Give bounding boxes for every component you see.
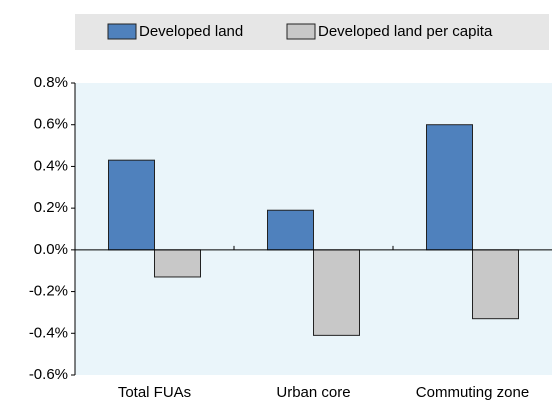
legend-swatch [286,23,316,40]
bar [108,159,155,251]
y-tick-label: 0.6% [34,116,68,133]
y-tick-label: 0.0% [34,241,68,258]
legend-swatch [107,23,137,40]
bar [472,249,519,320]
y-tick-label: -0.4% [29,324,68,341]
y-tick-label: 0.8% [34,74,68,91]
y-tick-label: -0.6% [29,366,68,383]
bar [426,124,473,251]
x-tick-label: Urban core [276,384,350,401]
y-tick-label: 0.4% [34,157,68,174]
y-tick-label: 0.2% [34,199,68,216]
legend-label: Developed land [139,23,243,40]
legend-label: Developed land per capita [318,23,493,40]
x-tick-label: Commuting zone [416,384,529,401]
bar [267,209,314,251]
x-tick-label: Total FUAs [118,384,191,401]
bar [313,249,360,336]
y-tick-label: -0.2% [29,283,68,300]
bar [154,249,201,278]
